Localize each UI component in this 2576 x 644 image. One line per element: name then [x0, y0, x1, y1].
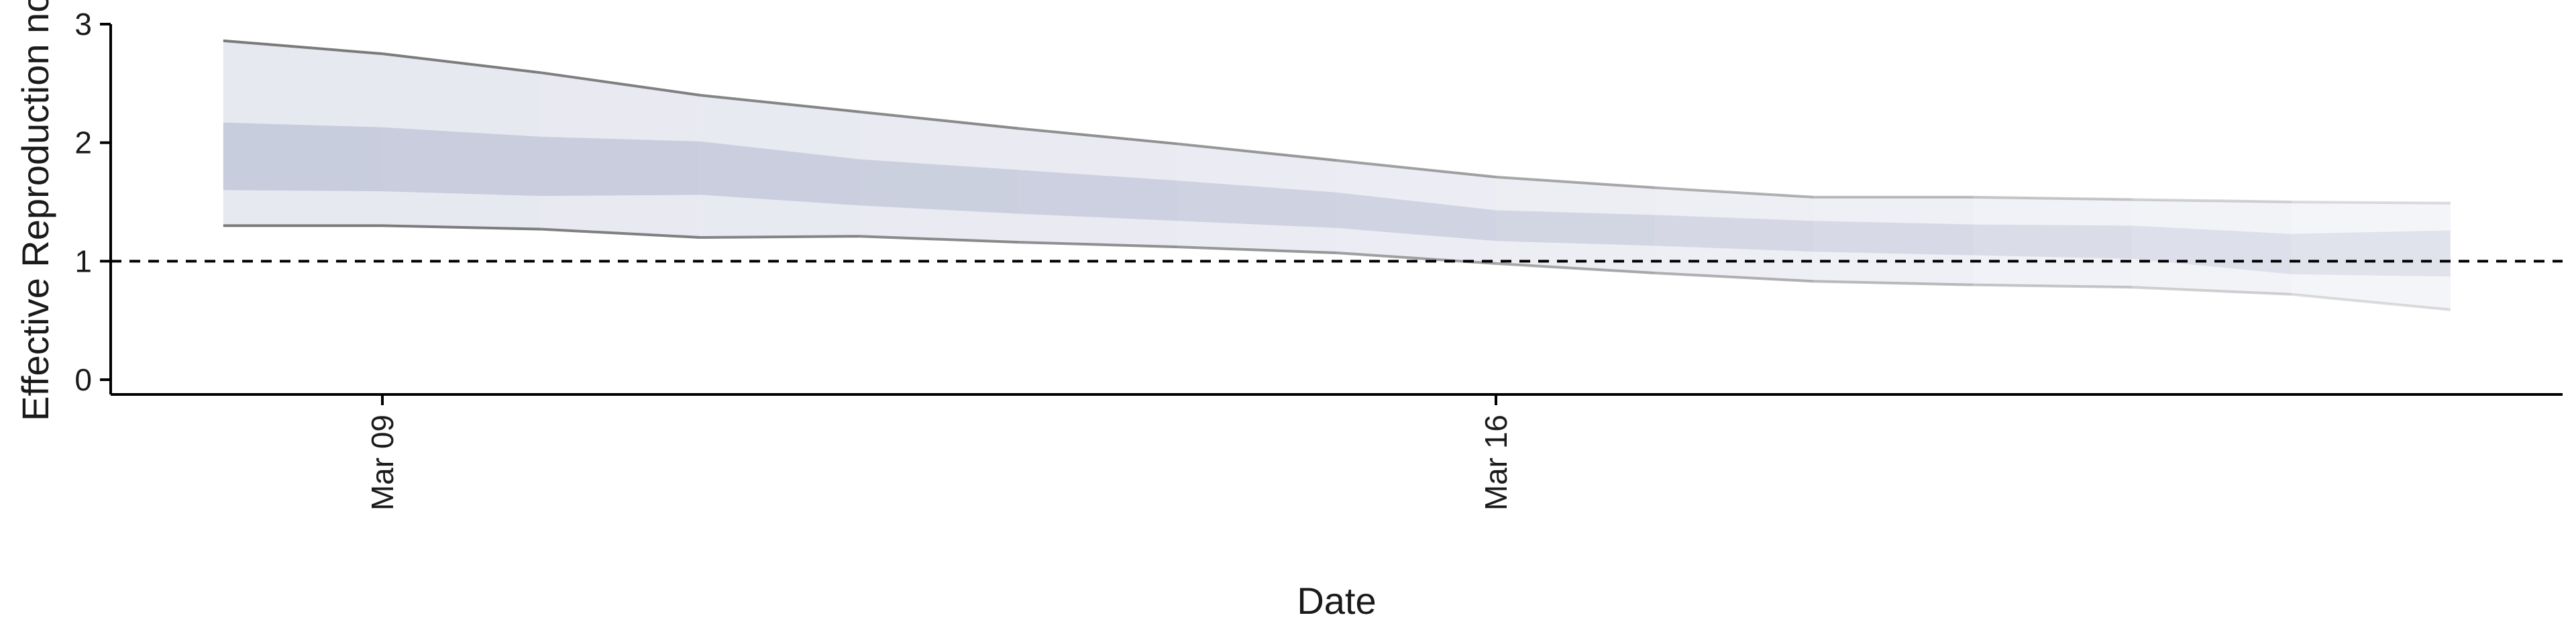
inner-band-segment — [1177, 180, 1337, 228]
y-tick-label: 1 — [74, 244, 92, 278]
lower-bound-line-segment — [1973, 283, 2133, 289]
inner-band-segment — [2291, 230, 2451, 277]
inner-band-segment — [1814, 221, 1974, 256]
lower-bound-line-segment — [2132, 286, 2292, 296]
inner-band-segment — [1018, 170, 1178, 221]
band-edge-lines — [223, 39, 2451, 311]
x-tick-label: Mar 09 — [365, 415, 400, 511]
y-ticks: 0 1 2 3 — [74, 7, 111, 397]
y-tick-label: 3 — [74, 7, 92, 42]
inner-band-segment — [382, 127, 542, 197]
axes — [109, 24, 2563, 396]
upper-bound-line-segment — [2291, 201, 2451, 205]
x-ticks: Mar 09 Mar 16 — [365, 394, 1513, 511]
outer-band-segment — [2132, 199, 2292, 294]
lower-bound-line-segment — [382, 224, 542, 231]
upper-bound-line-segment — [1973, 195, 2133, 201]
lower-bound-line-segment — [1814, 280, 1974, 286]
inner-band-segment — [1973, 224, 2133, 259]
lower-bound-line-segment — [1018, 241, 1178, 249]
outer-band-segment — [2291, 202, 2451, 310]
upper-bound-line-segment — [859, 110, 1019, 130]
y-tick-label: 0 — [74, 362, 92, 397]
credible-bands — [223, 40, 2451, 310]
lower-bound-line-segment — [2291, 292, 2451, 311]
upper-bound-line-segment — [1495, 175, 1656, 189]
inner-band-segment — [700, 141, 860, 206]
x-tick-label: Mar 16 — [1479, 415, 1513, 511]
upper-bound-line-segment — [1177, 142, 1338, 162]
upper-bound-line-segment — [541, 71, 701, 97]
inner-band-segment — [223, 122, 382, 192]
lower-bound-line-segment — [859, 235, 1019, 244]
inner-band-segment — [1655, 215, 1815, 252]
outer-band-segment — [1973, 197, 2133, 288]
lower-bound-line-segment — [1495, 262, 1656, 274]
lower-bound-line-segment — [1655, 272, 1815, 283]
inner-band-segment — [2132, 225, 2292, 274]
upper-bound-line-segment — [1018, 127, 1178, 146]
upper-bound-line-segment — [2132, 198, 2292, 203]
inner-band-segment — [1496, 210, 1656, 246]
upper-bound-line-segment — [1655, 186, 1815, 199]
y-tick-label: 2 — [74, 125, 92, 160]
upper-bound-line-segment — [1336, 159, 1497, 178]
outer-band-segment — [1814, 197, 1974, 285]
upper-bound-line-segment — [700, 94, 860, 113]
lower-bound-line-segment — [700, 235, 860, 239]
inner-band-segment — [1336, 192, 1496, 241]
upper-bound-line-segment — [223, 39, 383, 56]
x-axis-title: Date — [1297, 580, 1376, 622]
y-axis-title: Effective Reproduction no. — [14, 0, 56, 421]
lower-bound-line-segment — [1177, 246, 1337, 254]
inner-band-segment — [859, 159, 1019, 214]
upper-bound-line-segment — [382, 52, 542, 74]
inner-band-segment — [541, 136, 701, 197]
lower-bound-line-segment — [541, 227, 701, 239]
